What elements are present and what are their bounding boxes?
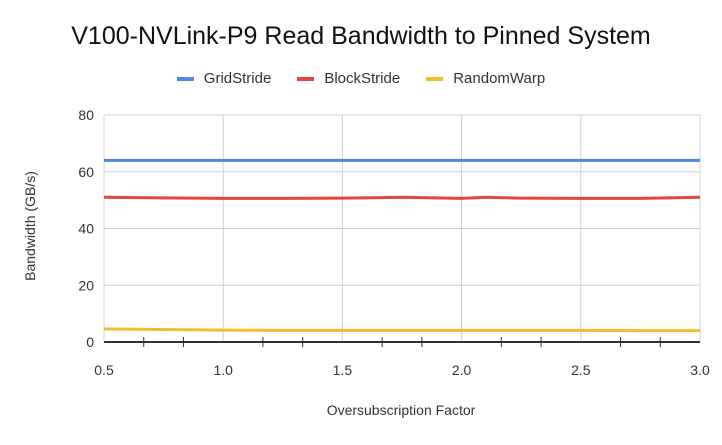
y-axis-label: Bandwidth (GB/s) [22,171,38,281]
y-tick-label: 0 [86,334,94,350]
y-tick-label: 60 [78,164,94,180]
legend-item-randomwarp[interactable]: RandomWarp [426,70,545,87]
series-line-blockstride [103,195,701,200]
x-tick-label: 1.0 [213,362,233,378]
legend-swatch-gridstride [176,76,194,81]
x-tick-label: 2.5 [571,362,591,378]
legend-item-blockstride[interactable]: BlockStride [297,70,400,87]
legend: GridStride BlockStride RandomWarp [0,70,722,87]
y-tick-label: 20 [78,277,94,293]
x-tick-label: 1.5 [333,362,353,378]
legend-swatch-randomwarp [426,76,444,81]
y-tick-label: 80 [78,107,94,123]
legend-label: BlockStride [324,70,401,87]
x-tick-label: 0.5 [94,362,114,378]
y-tick-label: 40 [78,221,94,237]
chart-title: V100-NVLink-P9 Read Bandwidth to Pinned … [71,22,651,50]
x-tick-label: 3.0 [690,362,710,378]
series-line-randomwarp [103,327,700,333]
legend-label: GridStride [203,70,272,87]
x-axis-label: Oversubscription Factor [326,402,476,418]
legend-swatch-blockstride [297,76,315,81]
x-tick-label: 2.0 [452,362,472,378]
legend-item-gridstride[interactable]: GridStride [176,70,272,87]
legend-label: RandomWarp [453,70,546,87]
